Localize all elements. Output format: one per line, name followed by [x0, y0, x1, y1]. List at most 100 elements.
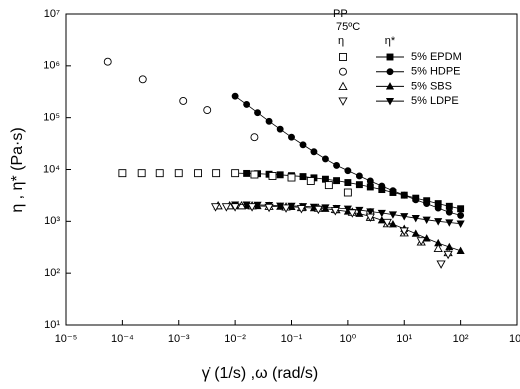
dynamic-point	[344, 179, 352, 187]
dynamic-point	[265, 117, 273, 125]
dynamic-point	[388, 211, 397, 219]
legend-marker	[339, 67, 347, 76]
dynamic-point	[254, 109, 262, 117]
dynamic-point	[333, 161, 341, 169]
dynamic-point	[412, 196, 420, 204]
dynamic-point	[456, 246, 465, 254]
steady-point	[306, 177, 315, 185]
steady-point	[138, 75, 147, 84]
y-tick-label: 10¹	[44, 319, 60, 331]
dynamic-point	[276, 125, 284, 133]
legend-header: η	[338, 35, 344, 47]
dynamic-point	[333, 177, 341, 185]
steady-point	[296, 205, 307, 214]
dynamic-point	[243, 100, 251, 108]
steady-point	[287, 173, 296, 182]
legend-label: 5% EPDM	[411, 51, 462, 63]
steady-point	[250, 133, 259, 142]
dynamic-point	[388, 219, 397, 228]
steady-point	[347, 209, 357, 218]
legend-label: 5% LDPE	[411, 95, 459, 107]
dynamic-point	[321, 155, 329, 163]
dynamic-point	[434, 204, 442, 212]
steady-point	[137, 169, 146, 178]
steady-point	[433, 243, 443, 253]
dynamic-point	[445, 242, 454, 251]
dynamic-point	[423, 200, 431, 208]
steady-point	[210, 203, 221, 212]
dynamic-point	[355, 206, 364, 215]
dynamic-point	[457, 205, 465, 213]
dynamic-point	[456, 220, 465, 228]
dynamic-point	[445, 219, 454, 227]
steady-point	[155, 169, 164, 178]
steady-point	[230, 203, 240, 212]
dynamic-point	[231, 92, 239, 100]
dynamic-point	[389, 187, 397, 195]
dynamic-point	[411, 215, 420, 223]
legend-marker	[338, 97, 348, 106]
dynamic-point	[422, 216, 431, 225]
y-tick-label: 10⁵	[43, 112, 60, 124]
dynamic-point	[445, 208, 453, 216]
steady-point	[118, 169, 127, 178]
y-tick-label: 10⁴	[43, 163, 60, 175]
y-tick-label: 10⁷	[44, 8, 60, 20]
y-tick-label: 10³	[44, 215, 60, 227]
dynamic-point	[243, 169, 251, 177]
steady-point	[324, 181, 333, 190]
legend-title: PP	[333, 8, 348, 20]
legend-marker	[338, 81, 348, 91]
dynamic-point	[299, 173, 307, 181]
steady-point	[365, 213, 375, 223]
dynamic-point	[400, 213, 409, 221]
dynamic-point	[344, 167, 352, 175]
steady-point	[221, 203, 232, 212]
steady-point	[436, 260, 446, 269]
legend-label: 5% SBS	[411, 80, 452, 92]
dynamic-point	[310, 148, 318, 156]
x-tick-label: 10⁻¹	[281, 333, 303, 345]
x-tick-label: 10⁻³	[168, 333, 190, 345]
steady-point	[443, 250, 453, 260]
steady-point	[103, 57, 112, 66]
steady-point	[313, 205, 324, 215]
dynamic-point	[288, 133, 295, 141]
legend-marker	[386, 53, 394, 61]
steady-point	[382, 218, 392, 228]
steady-point	[268, 172, 277, 180]
x-tick-label: 10³	[509, 333, 520, 345]
dynamic-point	[355, 181, 363, 189]
x-tick-label: 10⁻²	[224, 333, 246, 345]
legend-marker	[339, 53, 347, 61]
dynamic-point	[355, 172, 363, 180]
steady-point	[212, 169, 221, 178]
legend-header: η*	[385, 35, 396, 47]
dynamic-point	[366, 177, 374, 185]
y-axis-label: η , η* (Pa·s)	[9, 127, 26, 212]
x-tick-label: 10¹	[396, 333, 412, 345]
dynamic-point	[411, 229, 420, 237]
x-tick-label: 10⁰	[340, 333, 357, 345]
steady-point	[194, 169, 203, 178]
x-tick-label: 10²	[453, 333, 469, 345]
y-tick-label: 10²	[44, 267, 60, 279]
legend-subtitle: 75ºC	[336, 21, 360, 33]
x-tick-label: 10⁻⁵	[55, 333, 78, 345]
steady-point	[264, 203, 274, 213]
steady-point	[330, 207, 340, 216]
legend-marker	[385, 82, 395, 90]
dynamic-point	[400, 191, 408, 199]
x-axis-label: γ̇ (1/s) ,ω (rad/s)	[202, 365, 319, 382]
dynamic-point	[377, 209, 386, 218]
steady-point	[281, 204, 291, 213]
x-tick-label: 10⁻⁴	[111, 333, 134, 345]
dynamic-point	[366, 208, 375, 216]
dynamic-point	[366, 183, 374, 191]
steady-point	[174, 169, 183, 178]
steady-point	[399, 227, 409, 236]
steady-point	[236, 200, 247, 210]
steady-point	[343, 188, 352, 197]
dynamic-point	[321, 204, 330, 212]
